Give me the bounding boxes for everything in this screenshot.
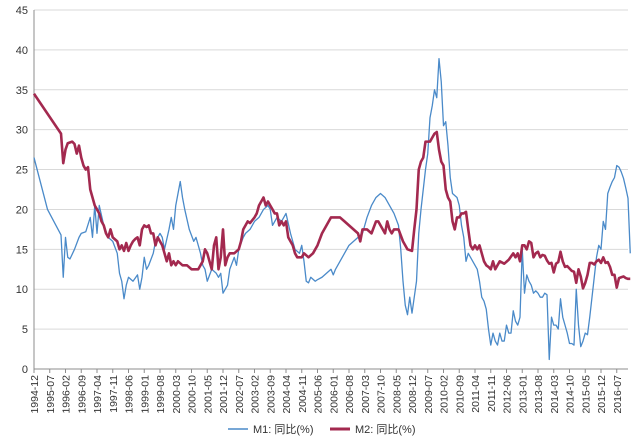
x-tick-label: 1999-08 [155,375,167,414]
x-tick-label: 2001-05 [202,375,214,414]
x-tick-label: 1996-09 [76,375,88,414]
series-lines [32,58,631,361]
x-tick-label: 2002-07 [234,375,246,414]
x-tick-label: 2010-09 [454,375,466,414]
y-tick-label: 20 [16,204,28,216]
x-tick-label: 1994-12 [29,375,41,414]
x-axis: 1994-12 1995-07 1996-02 1996-09 1997-04 1997-… [29,369,624,414]
x-tick-label: 2014-10 [565,375,577,414]
y-axis: 0 5 10 15 20 25 30 35 40 45 [16,5,28,376]
y-tick-label: 35 [16,85,28,97]
x-tick-label: 2015-12 [596,375,608,414]
x-tick-label: 2013-08 [533,375,545,414]
grid-lines [33,9,628,370]
x-tick-label: 2015-05 [580,375,592,414]
x-tick-label: 2012-06 [502,375,514,414]
x-tick-label: 2008-05 [391,375,403,414]
x-tick-label: 1996-02 [61,375,73,414]
y-tick-label: 45 [16,5,28,17]
x-tick-label: 2000-03 [171,375,183,414]
y-tick-label: 30 [16,125,28,137]
x-tick-label: 1997-04 [92,375,104,414]
x-tick-label: 2006-08 [344,375,356,414]
x-tick-label: 2006-01 [328,375,340,414]
x-tick-label: 1999-01 [139,375,151,414]
x-tick-label: 2004-11 [297,375,309,413]
series-line-m2 [32,93,631,290]
y-tick-label: 5 [22,324,28,336]
x-tick-label: 2003-09 [265,375,277,414]
x-tick-label: 2014-03 [549,375,561,414]
x-tick-label: 2004-04 [281,375,293,414]
x-tick-label: 2003-02 [250,375,262,414]
x-tick-label: 1995-07 [45,375,57,414]
x-tick-label: 2000-10 [187,375,199,414]
legend-label-m2: M2: 同比(%) [355,423,416,436]
x-tick-label: 2007-10 [376,375,388,414]
y-tick-label: 10 [16,284,28,296]
x-tick-label: 2016-07 [612,375,624,414]
legend-label-m1: M1: 同比(%) [253,423,314,436]
x-tick-label: 2005-06 [313,375,325,414]
x-tick-label: 2009-07 [423,375,435,414]
series-line-m1 [33,58,631,361]
x-tick-label: 2008-12 [407,375,419,414]
y-tick-label: 40 [16,45,28,57]
legend: M1: 同比(%) M2: 同比(%) [228,423,416,436]
y-tick-label: 25 [16,165,28,177]
x-tick-label: 2013-01 [517,375,529,414]
x-tick-label: 2001-12 [218,375,230,414]
x-tick-label: 2010-02 [439,375,451,414]
y-tick-label: 15 [16,244,28,256]
x-tick-label: 1997-11 [108,375,120,413]
x-tick-label: 2011-11 [486,375,498,412]
x-tick-label: 2011-04 [470,375,482,413]
x-tick-label: 1998-06 [124,375,136,414]
x-tick-label: 2007-03 [360,375,372,414]
y-tick-label: 0 [22,364,28,376]
